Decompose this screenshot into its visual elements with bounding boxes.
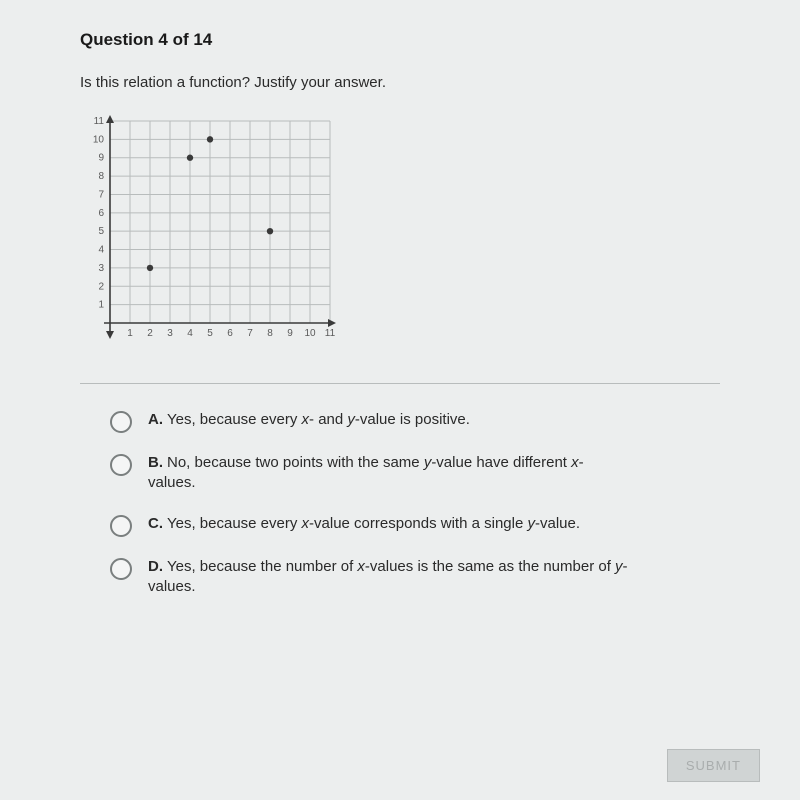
graph-svg: 12345678910111234567891011 — [80, 113, 340, 353]
svg-text:1: 1 — [98, 300, 104, 311]
svg-text:3: 3 — [167, 328, 173, 339]
svg-text:4: 4 — [98, 245, 104, 256]
svg-text:2: 2 — [98, 281, 104, 292]
radio-icon — [110, 411, 132, 433]
svg-text:5: 5 — [207, 328, 213, 339]
radio-icon — [110, 558, 132, 580]
question-prompt: Is this relation a function? Justify you… — [80, 74, 720, 91]
submit-button[interactable]: SUBMIT — [667, 749, 760, 782]
option-a[interactable]: A.Yes, because every x- and y-value is p… — [110, 410, 720, 433]
svg-text:8: 8 — [267, 328, 273, 339]
svg-text:11: 11 — [325, 328, 336, 339]
quiz-page: Question 4 of 14 Is this relation a func… — [0, 0, 800, 800]
svg-text:6: 6 — [98, 208, 104, 219]
option-b[interactable]: B.No, because two points with the same y… — [110, 453, 720, 494]
svg-text:2: 2 — [147, 328, 153, 339]
svg-text:7: 7 — [98, 189, 104, 200]
divider — [80, 383, 720, 384]
svg-text:7: 7 — [247, 328, 253, 339]
option-text: B.No, because two points with the same y… — [148, 453, 628, 494]
svg-text:10: 10 — [93, 134, 105, 145]
option-d[interactable]: D.Yes, because the number of x-values is… — [110, 557, 720, 598]
svg-text:9: 9 — [287, 328, 293, 339]
option-text: A.Yes, because every x- and y-value is p… — [148, 410, 470, 430]
radio-icon — [110, 454, 132, 476]
svg-text:11: 11 — [94, 116, 105, 127]
svg-text:8: 8 — [98, 171, 104, 182]
option-c[interactable]: C.Yes, because every x-value corresponds… — [110, 514, 720, 537]
option-text: C.Yes, because every x-value corresponds… — [148, 514, 580, 534]
svg-text:6: 6 — [227, 328, 233, 339]
answer-options: A.Yes, because every x- and y-value is p… — [80, 410, 720, 597]
scatter-graph: 12345678910111234567891011 — [80, 113, 340, 353]
svg-text:5: 5 — [98, 226, 104, 237]
svg-text:10: 10 — [304, 328, 316, 339]
radio-icon — [110, 515, 132, 537]
svg-text:4: 4 — [187, 328, 193, 339]
option-text: D.Yes, because the number of x-values is… — [148, 557, 628, 598]
svg-text:9: 9 — [98, 153, 104, 164]
question-title: Question 4 of 14 — [80, 30, 720, 50]
svg-text:3: 3 — [98, 263, 104, 274]
svg-text:1: 1 — [127, 328, 133, 339]
